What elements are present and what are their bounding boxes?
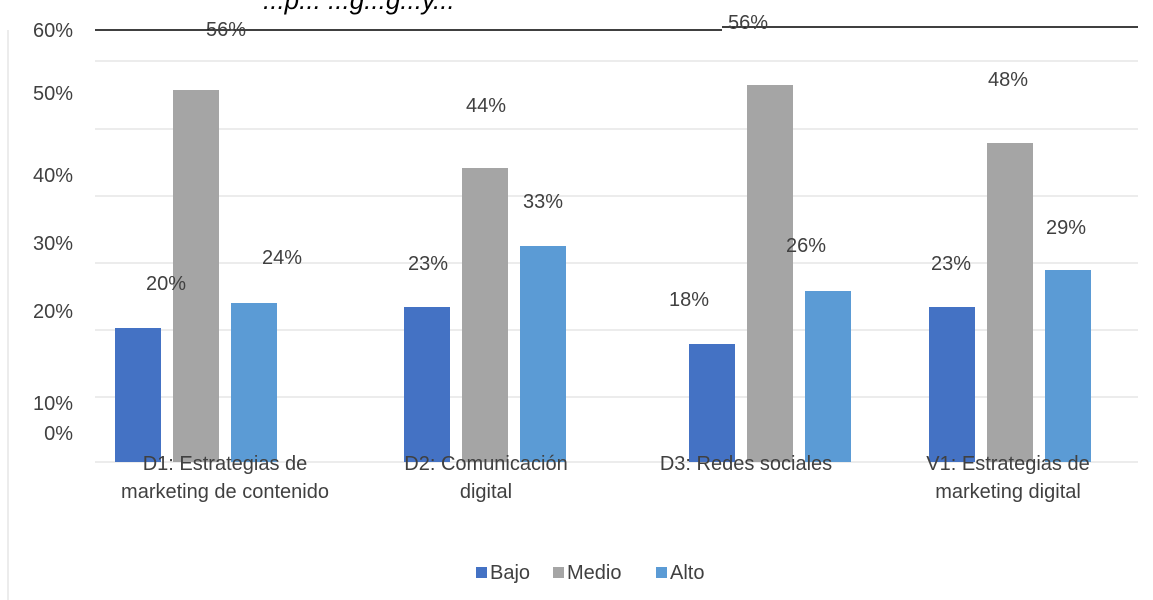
data-label: 33% — [523, 191, 563, 213]
bar-medio — [173, 90, 219, 462]
y-tick-label: 40% — [33, 165, 73, 187]
data-label: 48% — [988, 69, 1028, 91]
legend-label-alto: Alto — [670, 562, 704, 584]
bar-bajo — [689, 344, 735, 462]
y-tick-label: 10% — [33, 393, 73, 415]
legend-swatch-alto — [656, 567, 667, 578]
y-tick-label: 30% — [33, 233, 73, 255]
data-label: 56% — [206, 19, 246, 41]
y-tick-label: 50% — [33, 83, 73, 105]
category-label: V1: Estrategias de marketing digital — [926, 453, 1089, 503]
category-labels: D1: Estrategias de marketing de contenido… — [121, 453, 1090, 503]
data-label: 23% — [931, 253, 971, 275]
y-tick-label: 20% — [33, 301, 73, 323]
legend: Bajo Medio Alto — [476, 562, 704, 584]
bar-alto — [520, 246, 566, 462]
y-axis-ticks: 0% 10% 20% 30% 40% 50% 60% — [33, 20, 73, 445]
category-label: D2: Comunicación digital — [404, 453, 567, 503]
bar-alto — [231, 303, 277, 462]
bar-medio — [987, 143, 1033, 462]
bar-medio — [747, 85, 793, 462]
legend-swatch-bajo — [476, 567, 487, 578]
bar-alto — [805, 291, 851, 462]
category-label: D1: Estrategias de marketing de contenido — [121, 453, 329, 503]
data-label: 23% — [408, 253, 448, 275]
data-label: 20% — [146, 273, 186, 295]
category-label: D3: Redes sociales — [660, 453, 832, 475]
data-label: 18% — [669, 289, 709, 311]
data-label: 26% — [786, 235, 826, 257]
chart-title: ...p... ...g...g...y... — [263, 0, 455, 15]
legend-label-medio: Medio — [567, 562, 621, 584]
bar-bajo — [115, 328, 161, 462]
data-label: 44% — [466, 95, 506, 117]
bars — [115, 85, 1091, 462]
chart-frame: ...p... ...g...g...y... — [7, 0, 455, 600]
data-label: 24% — [262, 247, 302, 269]
y-tick-label: 0% — [44, 423, 73, 445]
legend-swatch-medio — [553, 567, 564, 578]
bar-bajo — [929, 307, 975, 462]
data-label: 29% — [1046, 217, 1086, 239]
bar-medio — [462, 168, 508, 462]
bar-alto — [1045, 270, 1091, 462]
data-labels: 20% 56% 24% 23% 44% 33% 18% 56% 26% 23% 48% 29% — [146, 12, 1086, 311]
data-label: 56% — [728, 12, 768, 34]
y-tick-label: 60% — [33, 20, 73, 42]
legend-label-bajo: Bajo — [490, 562, 530, 584]
bar-bajo — [404, 307, 450, 462]
